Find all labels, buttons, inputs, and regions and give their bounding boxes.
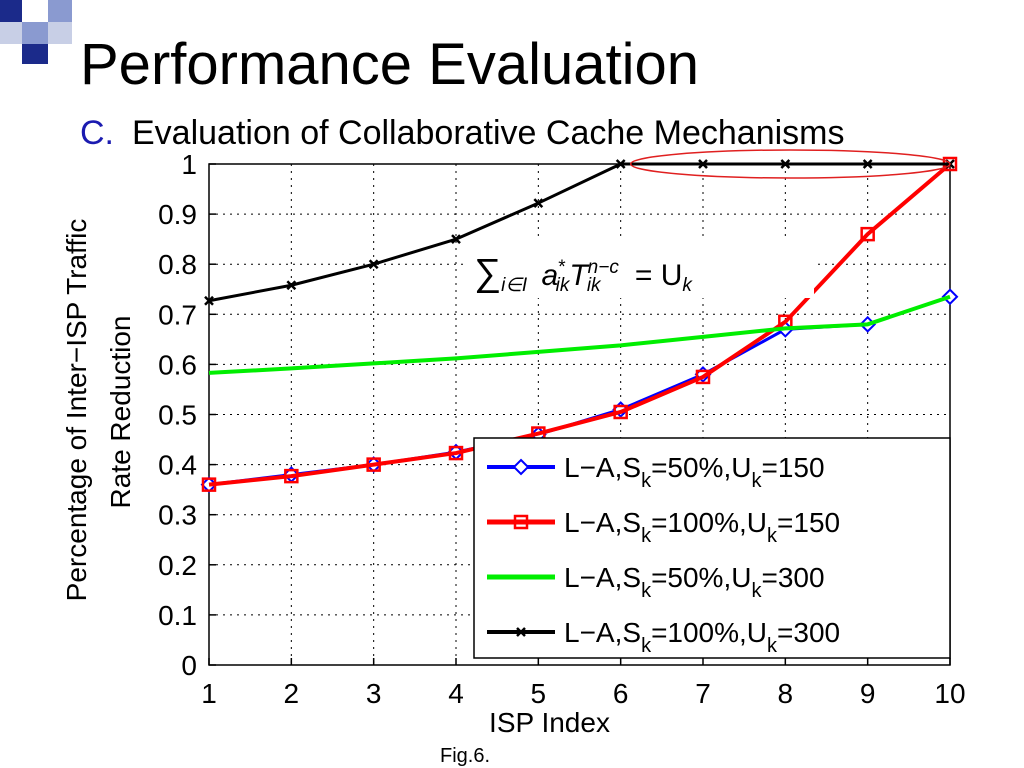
data-point-square [448,445,464,461]
legend: L−A,Sk=50%,Uk=150 L−A,Sk=100%,Uk=150 L−A,S… [473,437,951,659]
corner-square-mid [48,0,72,22]
x-tick-label: 2 [284,678,300,709]
data-point-x [516,627,526,637]
series-lines [200,156,959,494]
legend-label: L−A,Sk=50%,Uk=300 [564,562,825,602]
x-tick-label: 1 [201,678,217,709]
series-line [208,294,951,375]
y-tick-label: 0.7 [158,299,197,330]
x-tick-label: 7 [695,678,711,709]
y-tick-label: 0.3 [158,500,197,531]
y-tick-label: 0.8 [158,249,197,280]
y-tick-label: 0.2 [158,550,197,581]
data-point-x [204,295,214,306]
x-tick-label: 3 [366,678,382,709]
figure-caption: Fig.6. [440,745,491,767]
data-point-square [366,457,381,472]
x-tick-label: 9 [860,678,876,709]
legend-entry-2: L−A,Sk=100%,Uk=150 [487,507,840,547]
data-point-x [862,159,873,169]
legend-entry-4: L−A,Sk=100%,Uk=300 [487,617,840,657]
corner-square-dark [0,0,22,22]
y-axis-label-line1: Percentage of Inter−ISP Traffic [61,219,92,602]
x-tick-label: 8 [778,678,794,709]
legend-label: L−A,Sk=100%,Uk=300 [564,617,840,657]
y-tick-label: 0.9 [158,199,197,230]
data-point-square [860,226,875,242]
data-point-square [284,468,299,484]
data-point-square [201,477,217,492]
data-point-x [368,259,379,270]
legend-entry-3: L−A,Sk=50%,Uk=300 [487,562,825,602]
data-point-x [286,280,297,291]
page-title: Performance Evaluation [80,32,699,97]
series-3 [208,294,951,375]
y-tick-label: 0.1 [158,600,197,631]
series-line [208,162,950,303]
legend-label: L−A,Sk=100%,Uk=150 [564,507,840,547]
y-axis-label-line2: Rate Reduction [105,315,136,508]
data-point-square [513,514,529,530]
x-axis-label: ISP Index [489,707,610,738]
corner-square-pale [48,22,72,44]
highlight-ellipse [629,149,951,179]
series-line [208,162,952,487]
y-tick-label: 0 [181,650,197,681]
y-tick-label: 0.6 [158,349,197,380]
data-point-x [451,234,461,245]
data-point-x [698,159,708,169]
section-subtitle: C. Evaluation of Collaborative Cache Mech… [80,113,844,153]
corner-square-light-2 [0,22,22,44]
data-point-x [780,159,791,169]
data-point-x [533,198,544,208]
series-4 [204,159,955,306]
annotations: ∑i∈I a* ikTn−c ik = Uk [466,149,951,298]
x-tick-label: 5 [531,678,547,709]
data-point-diamond [512,458,530,476]
axes: 1 2 3 4 5 6 7 8 9 10 0 0.1 0.2 0.3 0.4 0.5 0.6 0.7 0.8 0.9 1… [61,149,966,738]
x-tick-label: 10 [934,678,965,709]
series-2 [201,156,958,492]
subtitle-marker: C. [80,114,114,152]
data-point-x [615,159,626,169]
corner-square-light [22,22,48,44]
data-point-square [695,369,711,385]
formula-text: ∑i∈I a* ikTn−c ik = Uk [474,252,693,296]
y-tick-label: 0.5 [158,400,197,431]
x-tick-label: 4 [448,678,464,709]
y-tick-label: 0.4 [158,450,197,481]
corner-square-dark-2 [22,44,48,64]
legend-label: L−A,Sk=50%,Uk=150 [564,452,825,492]
formula-background [466,238,814,298]
y-tick-label: 1 [181,149,197,180]
x-tick-label: 6 [613,678,629,709]
subtitle-text: Evaluation of Collaborative Cache Mechan… [132,114,845,152]
legend-box [473,437,951,659]
legend-entry-1: L−A,Sk=50%,Uk=150 [487,452,825,492]
data-point-square [613,404,628,420]
